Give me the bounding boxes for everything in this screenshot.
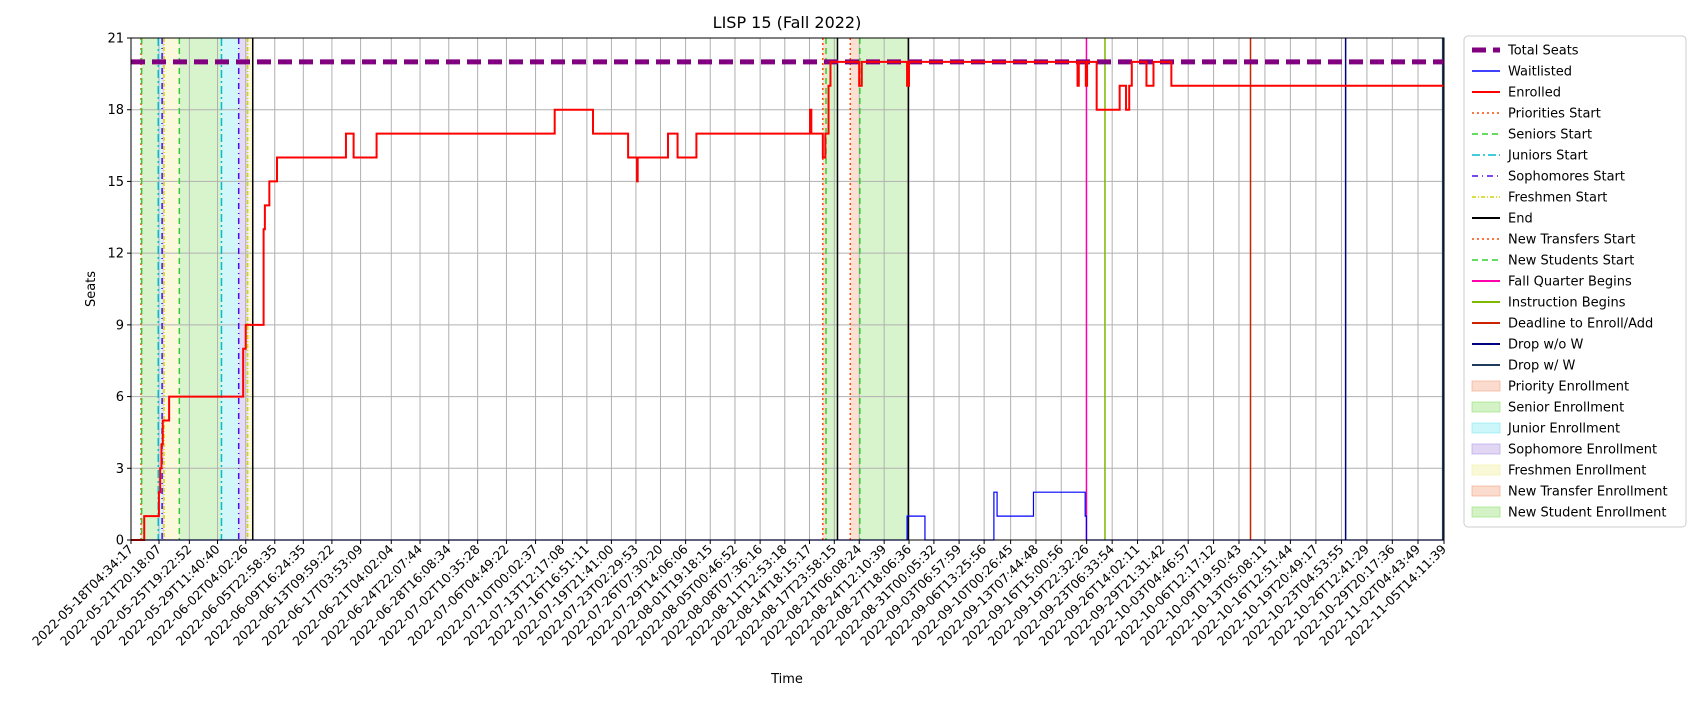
legend-label-new-students-start: New Students Start: [1508, 254, 1634, 269]
legend-swatch-freshmen-enrollment: [1471, 464, 1501, 476]
data-series: [131, 59, 1444, 541]
y-tick-label: 9: [116, 318, 124, 333]
span-senior-enrollment: [141, 38, 159, 540]
legend-label-priorities-start: Priorities Start: [1508, 107, 1601, 122]
y-tick-label: 18: [107, 103, 124, 118]
legend-label-total-seats: Total Seats: [1507, 44, 1579, 59]
y-tick-label: 3: [116, 462, 124, 477]
x-axis-label: Time: [770, 672, 803, 687]
legend-swatch-junior-enrollment: [1471, 422, 1501, 434]
legend-swatch-new-student-enrollment: [1471, 506, 1501, 518]
legend-label-new-student-enrollment: New Student Enrollment: [1508, 506, 1666, 521]
legend-label-drop-w-o-w: Drop w/o W: [1508, 338, 1584, 353]
legend-label-fall-quarter-begins: Fall Quarter Begins: [1508, 275, 1632, 290]
enrollment-period-spans: [141, 38, 909, 540]
legend-label-instruction-begins: Instruction Begins: [1508, 296, 1626, 311]
y-tick-label: 21: [107, 32, 124, 47]
y-axis-label: Seats: [84, 271, 99, 307]
legend-label-sophomore-enrollment: Sophomore Enrollment: [1508, 443, 1657, 458]
y-axis: 0 3 6 9 12 15 18 21: [107, 32, 131, 549]
span-sophomore-enrollment: [162, 38, 165, 540]
span-junior-enrollment: [158, 38, 163, 540]
y-tick-label: 12: [107, 247, 124, 262]
legend-label-freshmen-start: Freshmen Start: [1508, 191, 1607, 206]
span-junior-enrollment: [221, 38, 239, 540]
legend: Total Seats Waitlisted Enrolled Priorities …: [1463, 35, 1687, 528]
legend-label-priority-enrollment: Priority Enrollment: [1508, 380, 1629, 395]
y-tick-label: 0: [116, 534, 124, 549]
span-priority-enrollment: [822, 38, 826, 540]
y-tick-label: 6: [116, 390, 124, 405]
legend-label-seniors-start: Seniors Start: [1508, 128, 1592, 143]
x-axis: 2022-05-18T04:34:172022-05-21T20:18:0720…: [29, 540, 1449, 649]
legend-box: [1463, 35, 1687, 528]
legend-label-drop-w-w: Drop w/ W: [1508, 359, 1576, 374]
span-new-transfer-enrollment: [850, 38, 860, 540]
event-lines: [140, 38, 1445, 540]
legend-label-freshmen-enrollment: Freshmen Enrollment: [1508, 464, 1646, 479]
series-enrolled: [131, 60, 1444, 541]
legend-label-new-transfers-start: New Transfers Start: [1508, 233, 1635, 248]
span-sophomore-enrollment: [238, 38, 248, 540]
legend-label-juniors-start: Juniors Start: [1507, 149, 1588, 164]
span-senior-enrollment: [179, 38, 222, 540]
span-senior-enrollment: [825, 38, 838, 540]
legend-swatch-sophomore-enrollment: [1471, 443, 1501, 455]
legend-label-junior-enrollment: Junior Enrollment: [1507, 422, 1620, 437]
span-freshmen-enrollment: [247, 38, 253, 540]
legend-swatch-priority-enrollment: [1471, 380, 1501, 392]
legend-label-sophomores-start: Sophomores Start: [1508, 170, 1625, 185]
legend-swatch-senior-enrollment: [1471, 401, 1501, 413]
y-tick-label: 15: [107, 175, 124, 190]
span-freshmen-enrollment: [164, 38, 180, 540]
plot-frame: [130, 37, 1445, 541]
legend-label-new-transfer-enrollment: New Transfer Enrollment: [1508, 485, 1668, 500]
legend-label-deadline-to-enroll-add: Deadline to Enroll/Add: [1508, 317, 1653, 332]
chart-title: LISP 15 (Fall 2022): [713, 13, 862, 32]
series-waitlisted: [131, 491, 1444, 541]
legend-label-senior-enrollment: Senior Enrollment: [1508, 401, 1624, 416]
legend-label-waitlisted: Waitlisted: [1508, 65, 1572, 80]
legend-label-end: End: [1508, 212, 1533, 227]
legend-swatch-new-transfer-enrollment: [1471, 485, 1501, 497]
legend-label-enrolled: Enrolled: [1508, 86, 1561, 101]
